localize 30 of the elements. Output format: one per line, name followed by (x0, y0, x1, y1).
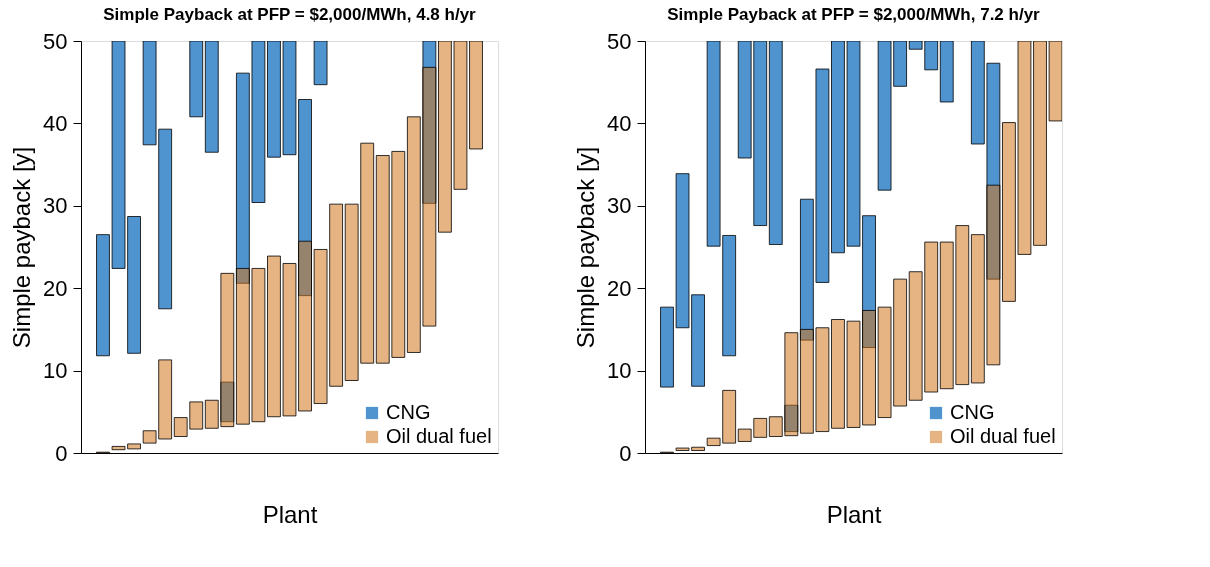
y-tick-label: 50 (43, 28, 68, 54)
chart-title: Simple Payback at PFP = $2,000/MWh, 7.2 h/yr (667, 5, 1041, 24)
y-tick-label: 0 (619, 440, 632, 466)
bar (784, 404, 799, 433)
y-tick-label: 10 (607, 358, 632, 384)
bar (313, 41, 328, 86)
legend-label: CNG (950, 401, 995, 423)
y-tick-label: 50 (607, 28, 632, 54)
y-tick-label: 20 (607, 275, 632, 301)
y-tick-label: 20 (43, 275, 68, 301)
y-axis-title: Simple payback [y] (8, 146, 36, 349)
bar (422, 41, 437, 204)
y-tick-label: 40 (43, 110, 68, 136)
legend-label: Oil dual fuel (950, 425, 1056, 447)
y-tick-label: 30 (43, 193, 68, 219)
y-tick-label: 0 (55, 440, 68, 466)
y-axis-title: Simple payback [y] (572, 146, 600, 349)
bar (768, 41, 783, 246)
bar (939, 41, 954, 103)
legend-label: CNG (386, 401, 431, 423)
y-tick-label: 30 (607, 193, 632, 219)
y-tick-label: 10 (43, 358, 68, 384)
x-axis-title: Plant (262, 500, 318, 528)
chart-title: Simple Payback at PFP = $2,000/MWh, 4.8 h/yr (103, 5, 477, 24)
y-tick-label: 40 (607, 110, 632, 136)
bar (189, 41, 204, 118)
legend-label: Oil dual fuel (386, 425, 492, 447)
bar (204, 41, 219, 153)
x-axis-title: Plant (826, 500, 882, 528)
bar (220, 381, 235, 423)
